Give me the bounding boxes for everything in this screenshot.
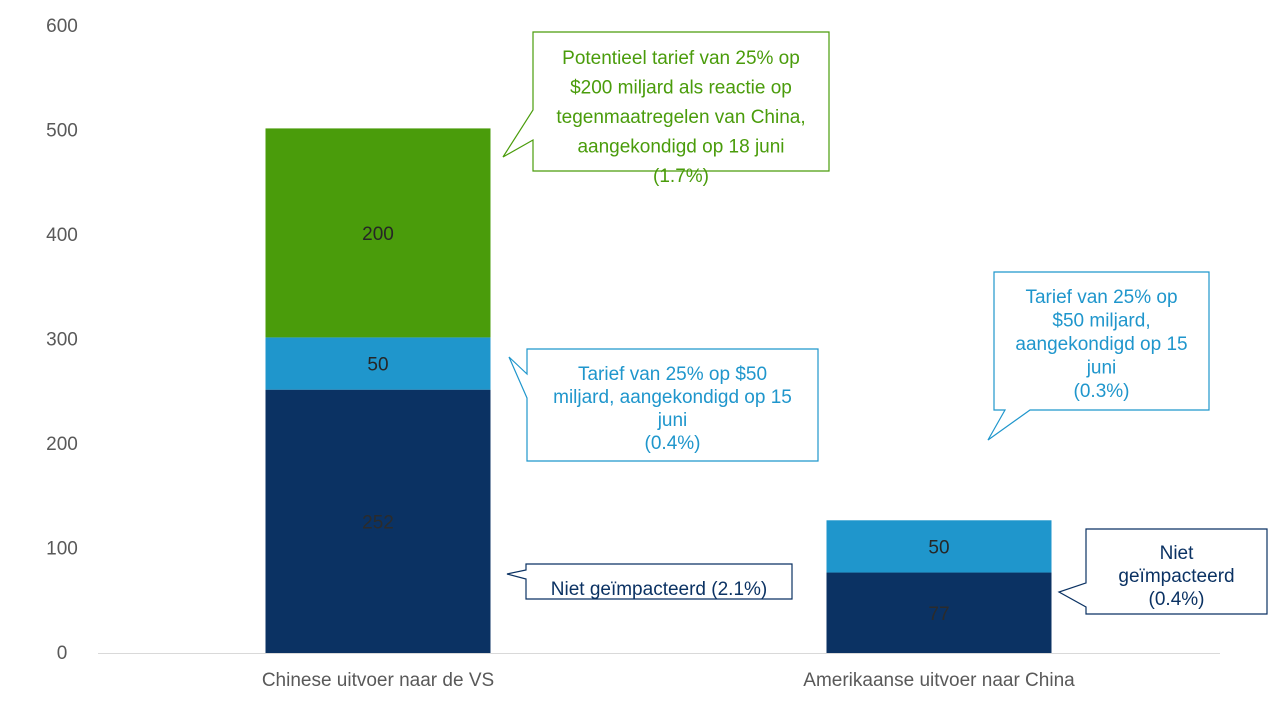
- y-tick-label-3: 300: [46, 330, 78, 351]
- bar-niet-1: [826, 572, 1052, 653]
- callout-text-c50a-0: Tarief van 25% op $50: [578, 364, 767, 385]
- bar-t50-1: [826, 520, 1052, 573]
- callout-box-c50b: [987, 271, 1210, 441]
- callout-text-c200-4: (1.7%): [653, 166, 709, 187]
- callout-box-cniet_b: [1057, 528, 1268, 615]
- data-label-t50-0: 50: [367, 355, 388, 376]
- callout-text-cniet_b-1: geïmpacteerd: [1118, 566, 1234, 587]
- callout-box-c50a: [508, 348, 819, 462]
- x-category-label-1: Amerikaanse uitvoer naar China: [803, 670, 1075, 691]
- y-tick-label-0: 0: [57, 643, 68, 664]
- callout-text-c50b-4: (0.3%): [1074, 381, 1130, 402]
- bar-niet-0: [265, 389, 491, 653]
- data-label-t200-0: 200: [362, 224, 394, 245]
- y-tick-label-4: 400: [46, 225, 78, 246]
- y-tick-label-6: 600: [46, 16, 78, 37]
- callout-text-cniet_b-2: (0.4%): [1149, 589, 1205, 610]
- callout-text-c50a-2: juni: [657, 410, 688, 431]
- x-category-label-0: Chinese uitvoer naar de VS: [262, 670, 494, 691]
- callout-text-c50b-3: juni: [1086, 358, 1117, 379]
- y-tick-label-1: 100: [46, 539, 78, 560]
- callout-text-cniet_b-0: Niet: [1160, 543, 1195, 564]
- bar-t50-0: [265, 337, 491, 390]
- callout-text-c200-2: tegenmaatregelen van China,: [556, 107, 805, 128]
- callout-text-c50a-1: miljard, aangekondigd op 15: [553, 387, 792, 408]
- callout-text-c50a-3: (0.4%): [645, 433, 701, 454]
- callout-box-cniet_a: [506, 563, 793, 600]
- data-label-niet-1: 77: [928, 604, 949, 625]
- data-label-niet-0: 252: [362, 512, 394, 533]
- callout-text-cniet_a-0: Niet geïmpacteerd (2.1%): [551, 579, 768, 600]
- y-tick-label-5: 500: [46, 121, 78, 142]
- callout-text-c200-1: $200 miljard als reactie op: [570, 78, 792, 99]
- callout-text-c200-0: Potentieel tarief van 25% op: [562, 48, 800, 69]
- callout-text-c50b-1: $50 miljard,: [1052, 311, 1150, 332]
- y-tick-label-2: 200: [46, 434, 78, 455]
- bar-t200-0: [265, 128, 491, 338]
- callout-text-c50b-2: aangekondigd op 15: [1015, 334, 1187, 355]
- callout-text-c50b-0: Tarief van 25% op: [1025, 287, 1177, 308]
- callout-box-c200: [502, 31, 830, 172]
- data-label-t50-1: 50: [928, 537, 949, 558]
- callout-text-c200-3: aangekondigd op 18 juni: [577, 137, 784, 158]
